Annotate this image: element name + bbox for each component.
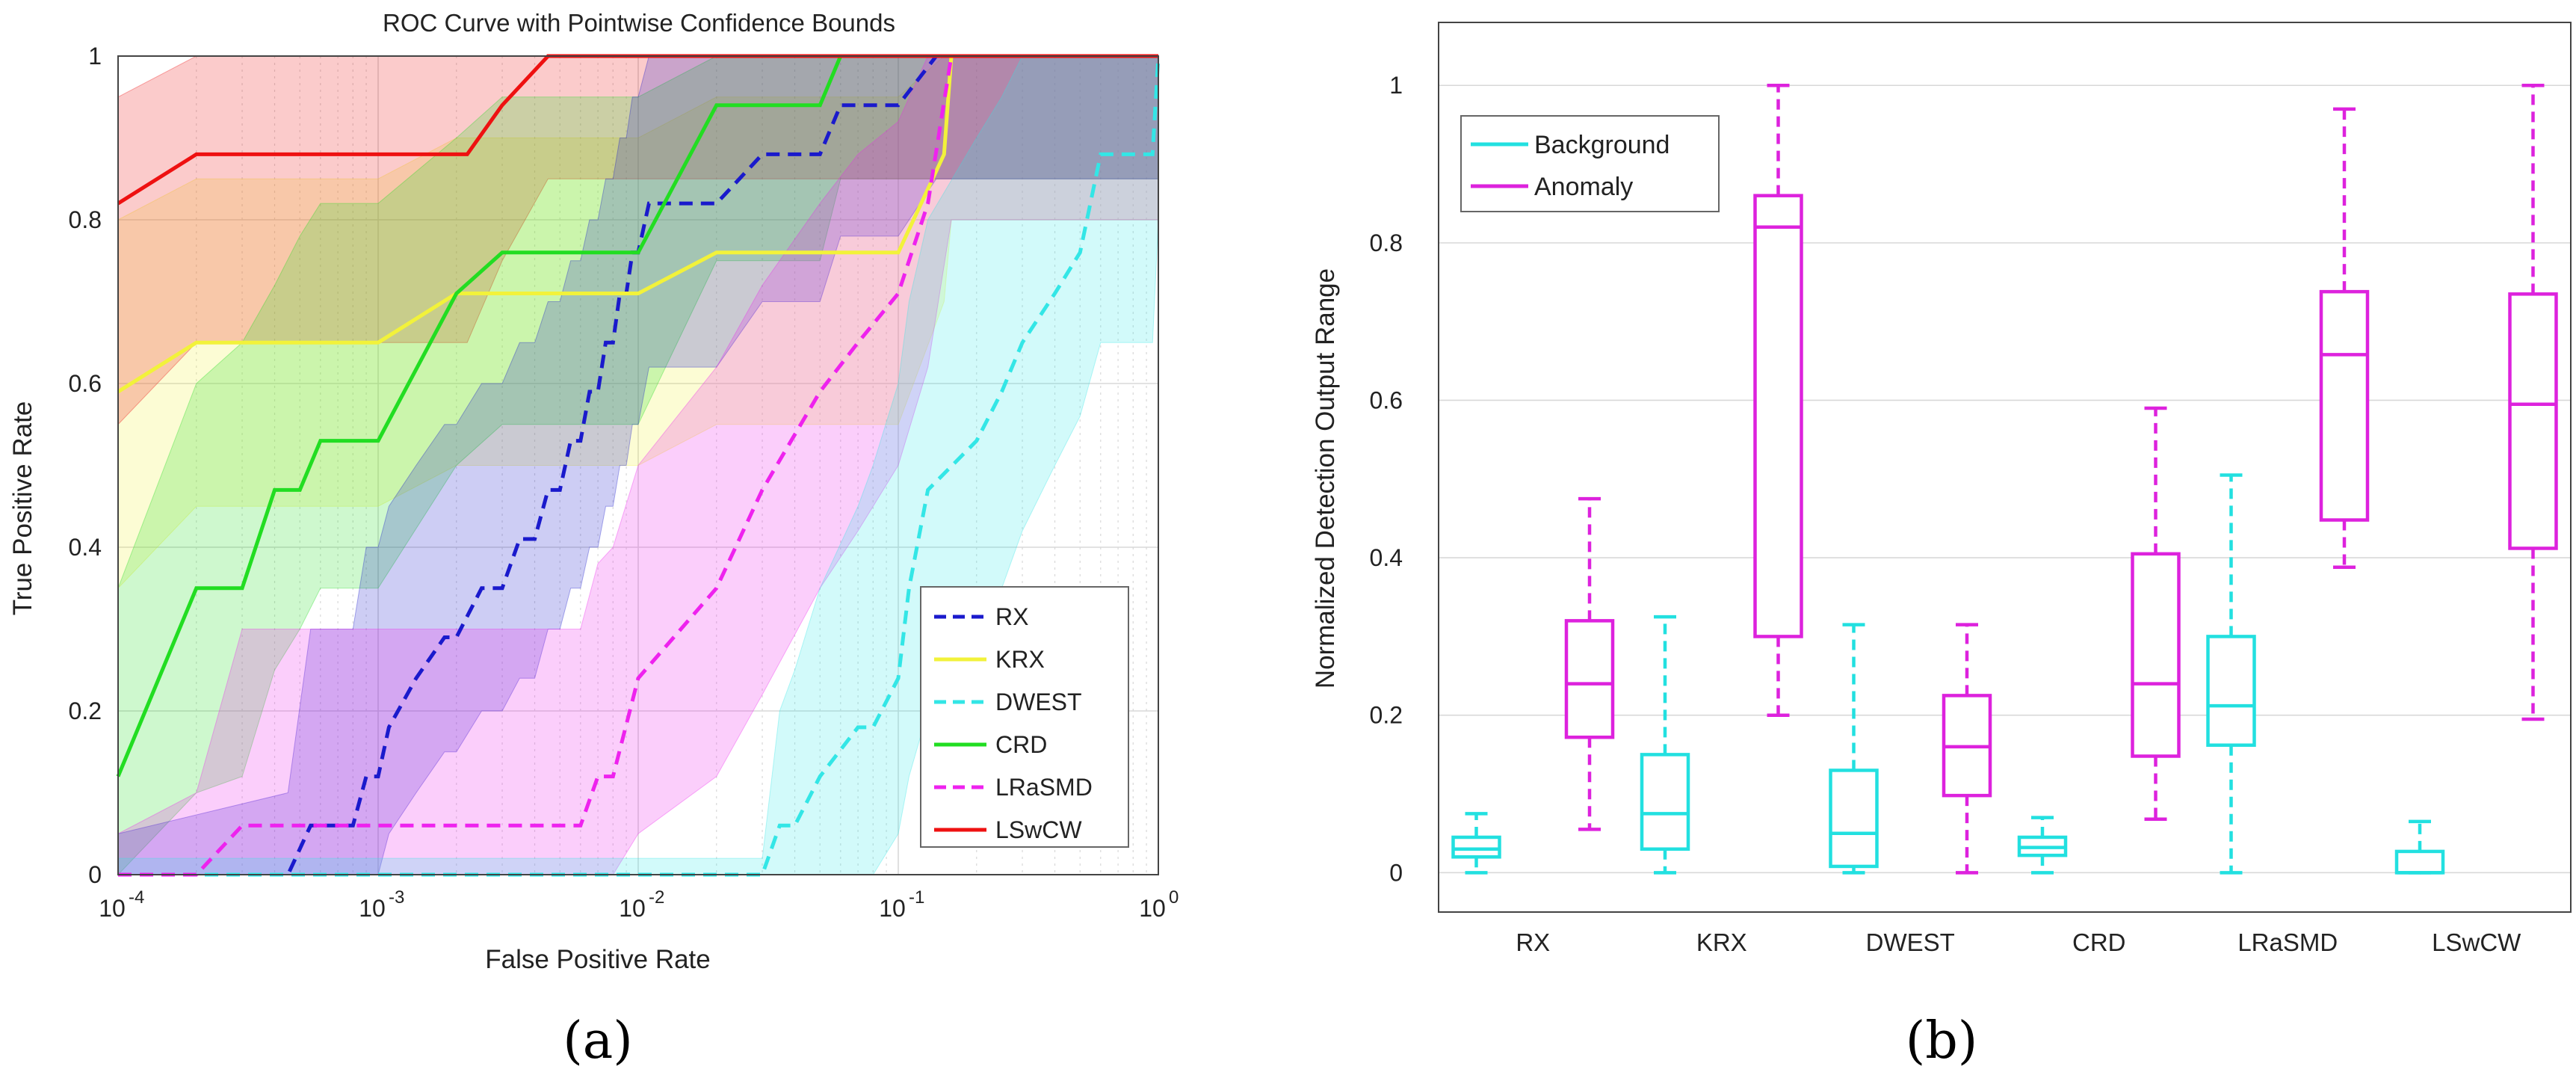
roc-x-tick: 10 -3 bbox=[359, 887, 404, 922]
roc-line-dwest bbox=[118, 55, 1161, 877]
roc-y-tick-label: 0.8 bbox=[69, 206, 102, 233]
boxplot-x-tick-label: LSwCW bbox=[2432, 928, 2521, 956]
boxplot-x-tick-label: RX bbox=[1516, 928, 1550, 956]
roc-chart-title: ROC Curve with Pointwise Confidence Boun… bbox=[383, 9, 895, 37]
panel-b-label: (b) bbox=[1906, 1011, 1978, 1071]
roc-y-tick-label: 0 bbox=[88, 861, 102, 888]
roc-y-tick-label: 0.6 bbox=[69, 370, 102, 397]
boxplot-legend-label-background: Background bbox=[1534, 131, 1670, 159]
boxplot-iqr-box bbox=[1451, 835, 1501, 859]
roc-legend-label-rx: RX bbox=[995, 603, 1028, 630]
boxplot-iqr-box bbox=[2508, 292, 2558, 550]
boxplot-y-axis-label: Normalized Detection Output Range bbox=[1311, 268, 1340, 689]
roc-y-ticks: 0 0.2 0.4 0.6 0.8 1 bbox=[69, 43, 102, 888]
roc-y-tick-label: 1 bbox=[88, 43, 102, 70]
boxplot-background-box bbox=[2206, 473, 2256, 875]
roc-legend-label-dwest: DWEST bbox=[995, 689, 1082, 715]
roc-panel: ROC Curve with Pointwise Confidence Boun… bbox=[8, 9, 1179, 1071]
boxplot-anomaly-box bbox=[2319, 107, 2370, 569]
roc-line-krx bbox=[117, 54, 1158, 394]
boxplot-panel: 00.20.40.60.81 RX KRX DWEST CRD LRaSMD LSwCW … bbox=[1311, 22, 2572, 1071]
roc-x-tick-base: 10 bbox=[359, 895, 386, 922]
boxplot-legend-box bbox=[1460, 115, 1720, 212]
roc-legend-label-lrasmd: LRaSMD bbox=[995, 774, 1093, 801]
boxplot-iqr-box bbox=[1753, 194, 1803, 638]
roc-confidence-bands bbox=[117, 55, 1159, 876]
boxplot-y-tick-label: 0 bbox=[1389, 859, 1403, 886]
boxplot-y-tick-label: 0.4 bbox=[1370, 544, 1403, 571]
roc-line-rx bbox=[118, 54, 1158, 877]
boxplot-anomaly-box bbox=[1564, 496, 1615, 831]
roc-x-tick-exponent: 0 bbox=[1169, 887, 1179, 908]
boxplot-iqr-box bbox=[2206, 635, 2256, 747]
boxplot-boxes bbox=[1451, 83, 2558, 875]
roc-x-tick-exponent: -1 bbox=[909, 887, 924, 908]
boxplot-anomaly-box bbox=[2508, 83, 2558, 721]
boxplot-anomaly-box bbox=[2131, 406, 2181, 821]
roc-x-tick-exponent: -3 bbox=[389, 887, 404, 908]
boxplot-anomaly-box bbox=[1942, 623, 1992, 875]
roc-x-tick-base: 10 bbox=[879, 895, 906, 922]
roc-legend-label-lswcw: LSwCW bbox=[995, 816, 1082, 843]
boxplot-y-tick-label: 0.2 bbox=[1370, 702, 1403, 729]
roc-y-axis-label: True Positive Rate bbox=[8, 401, 37, 616]
boxplot-iqr-box bbox=[2131, 552, 2181, 758]
roc-x-tick: 10 0 bbox=[1139, 887, 1179, 922]
boxplot-x-tick-label: KRX bbox=[1696, 928, 1747, 956]
roc-line-lrasmd bbox=[118, 54, 1158, 877]
roc-x-tick-exponent: -2 bbox=[649, 887, 664, 908]
boxplot-y-tick-label: 0.8 bbox=[1370, 230, 1403, 256]
boxplot-y-tick-label: 1 bbox=[1389, 72, 1403, 99]
boxplot-x-tick-label: LRaSMD bbox=[2237, 928, 2338, 956]
roc-x-tick: 10 -1 bbox=[879, 887, 924, 922]
boxplot-background-box bbox=[1451, 812, 1501, 875]
roc-x-tick-base: 10 bbox=[99, 895, 126, 922]
roc-legend-label-krx: KRX bbox=[995, 646, 1045, 673]
boxplot-legend-label-anomaly: Anomaly bbox=[1534, 173, 1633, 201]
boxplot-y-ticks: 0 0.2 0.4 0.6 0.8 1 bbox=[1370, 72, 1403, 886]
roc-legend-box bbox=[920, 586, 1129, 848]
roc-x-tick-base: 10 bbox=[1139, 895, 1166, 922]
roc-line-crd bbox=[116, 54, 1158, 777]
boxplot-legend: Background Anomaly bbox=[1460, 115, 1720, 212]
boxplot-iqr-box bbox=[1640, 753, 1690, 851]
boxplot-x-tick-label: CRD bbox=[2072, 928, 2126, 956]
roc-x-ticks: 10 -4 10 -3 10 -2 10 -1 10 0 bbox=[99, 887, 1179, 922]
roc-plot-frame bbox=[117, 55, 1159, 875]
roc-y-tick-label: 0.2 bbox=[69, 697, 102, 724]
boxplot-iqr-box bbox=[2394, 849, 2445, 875]
roc-x-tick-base: 10 bbox=[619, 895, 646, 922]
roc-x-axis-label: False Positive Rate bbox=[485, 945, 711, 974]
boxplot-background-box bbox=[2394, 819, 2445, 875]
roc-x-tick: 10 -2 bbox=[619, 887, 664, 922]
boxplot-background-box bbox=[2017, 816, 2068, 875]
panel-a-label: (a) bbox=[563, 1011, 633, 1071]
boxplot-iqr-box bbox=[1564, 619, 1615, 739]
boxplot-background-box bbox=[1829, 623, 1879, 875]
roc-legend-label-crd: CRD bbox=[995, 731, 1047, 758]
boxplot-iqr-box bbox=[1829, 769, 1879, 869]
roc-y-tick-label: 0.4 bbox=[69, 534, 102, 561]
roc-x-tick-exponent: -4 bbox=[129, 887, 144, 908]
boxplot-anomaly-box bbox=[1753, 83, 1803, 717]
boxplot-plot-frame bbox=[1438, 22, 2572, 913]
boxplot-grid bbox=[1439, 84, 2571, 874]
boxplot-iqr-box bbox=[2319, 289, 2370, 522]
roc-legend: RX KRX DWEST CRD LRaSMD LSwCW bbox=[920, 586, 1129, 848]
boxplot-background-box bbox=[1640, 615, 1690, 875]
boxplot-x-tick-label: DWEST bbox=[1866, 928, 1955, 956]
boxplot-y-tick-label: 0.6 bbox=[1370, 386, 1403, 413]
boxplot-x-ticks: RX KRX DWEST CRD LRaSMD LSwCW bbox=[1516, 928, 2521, 956]
roc-x-tick: 10 -4 bbox=[99, 887, 144, 922]
